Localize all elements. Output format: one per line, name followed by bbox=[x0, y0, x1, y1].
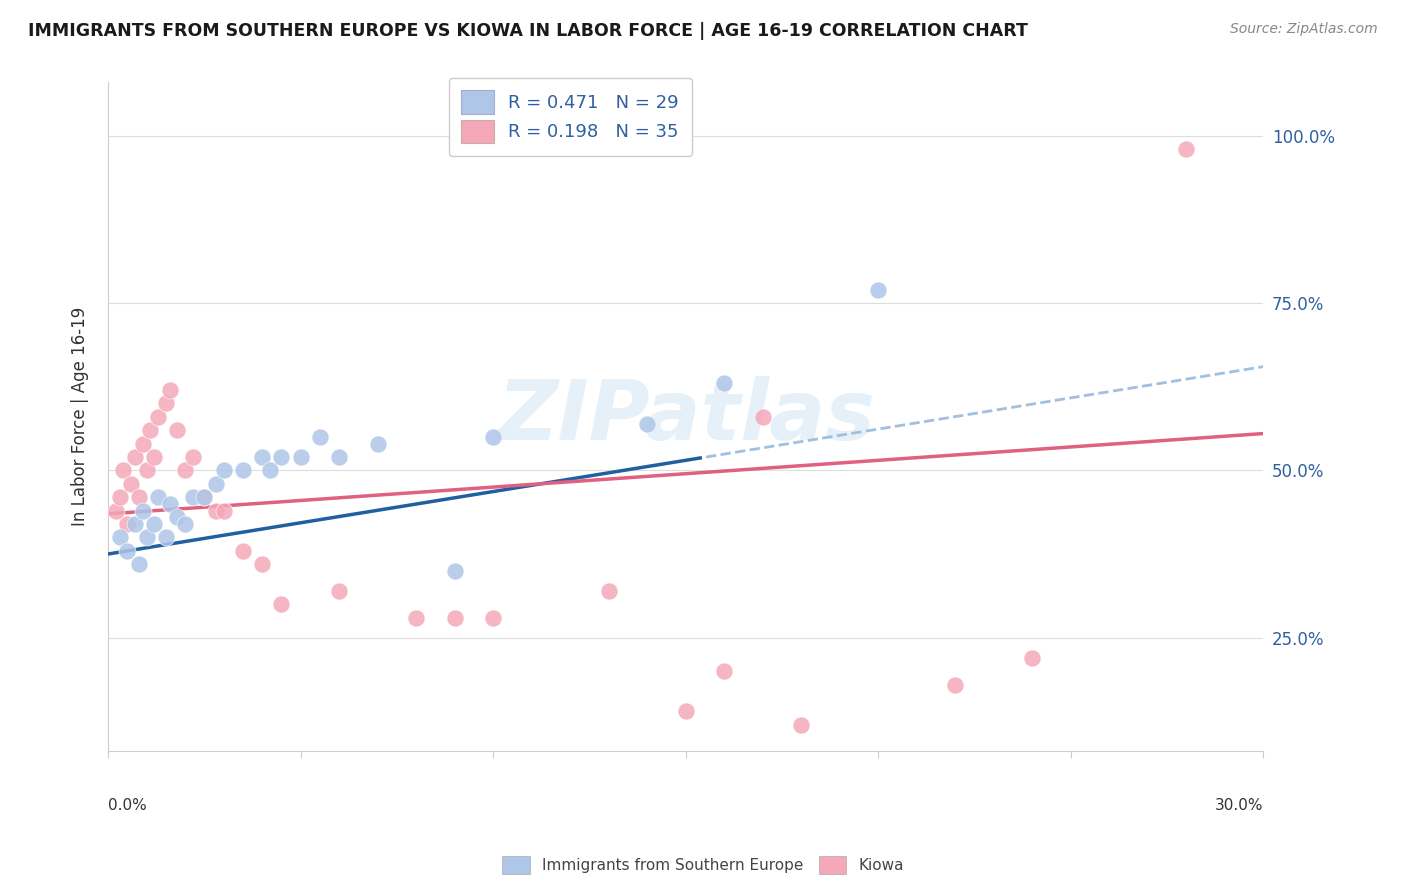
Point bbox=[212, 463, 235, 477]
Point bbox=[139, 423, 162, 437]
Point bbox=[117, 516, 139, 531]
Point bbox=[1021, 650, 1043, 665]
Point bbox=[232, 543, 254, 558]
Point bbox=[174, 463, 197, 477]
Point bbox=[174, 516, 197, 531]
Point bbox=[193, 490, 215, 504]
Point bbox=[636, 417, 658, 431]
Legend: R = 0.471   N = 29, R = 0.198   N = 35: R = 0.471 N = 29, R = 0.198 N = 35 bbox=[449, 78, 692, 156]
Point bbox=[328, 450, 350, 464]
Point bbox=[675, 704, 697, 718]
Point bbox=[120, 476, 142, 491]
Point bbox=[290, 450, 312, 464]
Point bbox=[108, 530, 131, 544]
Point bbox=[212, 503, 235, 517]
Point bbox=[193, 490, 215, 504]
Text: 0.0%: 0.0% bbox=[108, 798, 146, 814]
Point bbox=[405, 610, 427, 624]
Point bbox=[124, 450, 146, 464]
Point bbox=[117, 543, 139, 558]
Point bbox=[205, 476, 228, 491]
Text: 30.0%: 30.0% bbox=[1215, 798, 1264, 814]
Point bbox=[146, 409, 169, 424]
Point bbox=[232, 463, 254, 477]
Point bbox=[159, 383, 181, 397]
Point bbox=[112, 463, 135, 477]
Point bbox=[205, 503, 228, 517]
Point bbox=[250, 450, 273, 464]
Point bbox=[270, 597, 292, 611]
Point bbox=[146, 490, 169, 504]
Point bbox=[790, 717, 813, 731]
Point bbox=[1175, 142, 1198, 156]
Point bbox=[143, 450, 166, 464]
Point bbox=[128, 490, 150, 504]
Point bbox=[166, 423, 188, 437]
Text: ZIPatlas: ZIPatlas bbox=[496, 376, 875, 458]
Point bbox=[155, 530, 177, 544]
Point bbox=[155, 396, 177, 410]
Text: IMMIGRANTS FROM SOUTHERN EUROPE VS KIOWA IN LABOR FORCE | AGE 16-19 CORRELATION : IMMIGRANTS FROM SOUTHERN EUROPE VS KIOWA… bbox=[28, 22, 1028, 40]
Point bbox=[943, 677, 966, 691]
Point bbox=[250, 557, 273, 571]
Text: Source: ZipAtlas.com: Source: ZipAtlas.com bbox=[1230, 22, 1378, 37]
Point bbox=[159, 497, 181, 511]
Point bbox=[482, 610, 505, 624]
Point bbox=[443, 564, 465, 578]
Legend: Immigrants from Southern Europe, Kiowa: Immigrants from Southern Europe, Kiowa bbox=[496, 850, 910, 880]
Point bbox=[104, 503, 127, 517]
Point bbox=[367, 436, 389, 450]
Point bbox=[108, 490, 131, 504]
Point bbox=[128, 557, 150, 571]
Point bbox=[713, 376, 735, 391]
Point bbox=[131, 436, 153, 450]
Point bbox=[308, 430, 330, 444]
Point bbox=[124, 516, 146, 531]
Point bbox=[328, 583, 350, 598]
Point bbox=[443, 610, 465, 624]
Point bbox=[751, 409, 773, 424]
Point bbox=[259, 463, 281, 477]
Point bbox=[482, 430, 505, 444]
Point bbox=[181, 450, 204, 464]
Point bbox=[713, 664, 735, 678]
Point bbox=[135, 463, 157, 477]
Y-axis label: In Labor Force | Age 16-19: In Labor Force | Age 16-19 bbox=[72, 307, 89, 526]
Point bbox=[143, 516, 166, 531]
Point bbox=[131, 503, 153, 517]
Point bbox=[135, 530, 157, 544]
Point bbox=[181, 490, 204, 504]
Point bbox=[166, 510, 188, 524]
Point bbox=[270, 450, 292, 464]
Point bbox=[868, 283, 890, 297]
Point bbox=[598, 583, 620, 598]
